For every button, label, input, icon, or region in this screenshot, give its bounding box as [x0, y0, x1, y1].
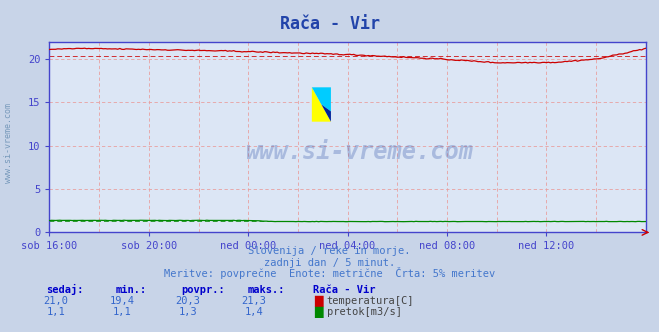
Text: Rača - Vir: Rača - Vir: [313, 285, 376, 295]
Text: zadnji dan / 5 minut.: zadnji dan / 5 minut.: [264, 258, 395, 268]
Text: 19,4: 19,4: [109, 296, 134, 306]
Text: 1,1: 1,1: [113, 307, 131, 317]
Text: Slovenija / reke in morje.: Slovenija / reke in morje.: [248, 246, 411, 256]
Text: sedaj:: sedaj:: [46, 284, 84, 295]
Text: █: █: [314, 296, 322, 307]
Polygon shape: [322, 105, 331, 122]
Text: 1,1: 1,1: [47, 307, 65, 317]
Text: █: █: [314, 306, 322, 318]
Polygon shape: [312, 87, 331, 122]
Text: www.si-vreme.com: www.si-vreme.com: [246, 140, 474, 164]
Text: temperatura[C]: temperatura[C]: [327, 296, 415, 306]
Text: Rača - Vir: Rača - Vir: [279, 15, 380, 33]
Text: Meritve: povprečne  Enote: metrične  Črta: 5% meritev: Meritve: povprečne Enote: metrične Črta:…: [164, 267, 495, 279]
Text: pretok[m3/s]: pretok[m3/s]: [327, 307, 402, 317]
Text: min.:: min.:: [115, 285, 146, 295]
Text: 21,3: 21,3: [241, 296, 266, 306]
Polygon shape: [312, 87, 331, 111]
Text: 21,0: 21,0: [43, 296, 69, 306]
Text: www.si-vreme.com: www.si-vreme.com: [4, 103, 13, 183]
Text: maks.:: maks.:: [247, 285, 285, 295]
Text: 1,4: 1,4: [244, 307, 263, 317]
Text: povpr.:: povpr.:: [181, 285, 225, 295]
Text: 20,3: 20,3: [175, 296, 200, 306]
Text: 1,3: 1,3: [179, 307, 197, 317]
